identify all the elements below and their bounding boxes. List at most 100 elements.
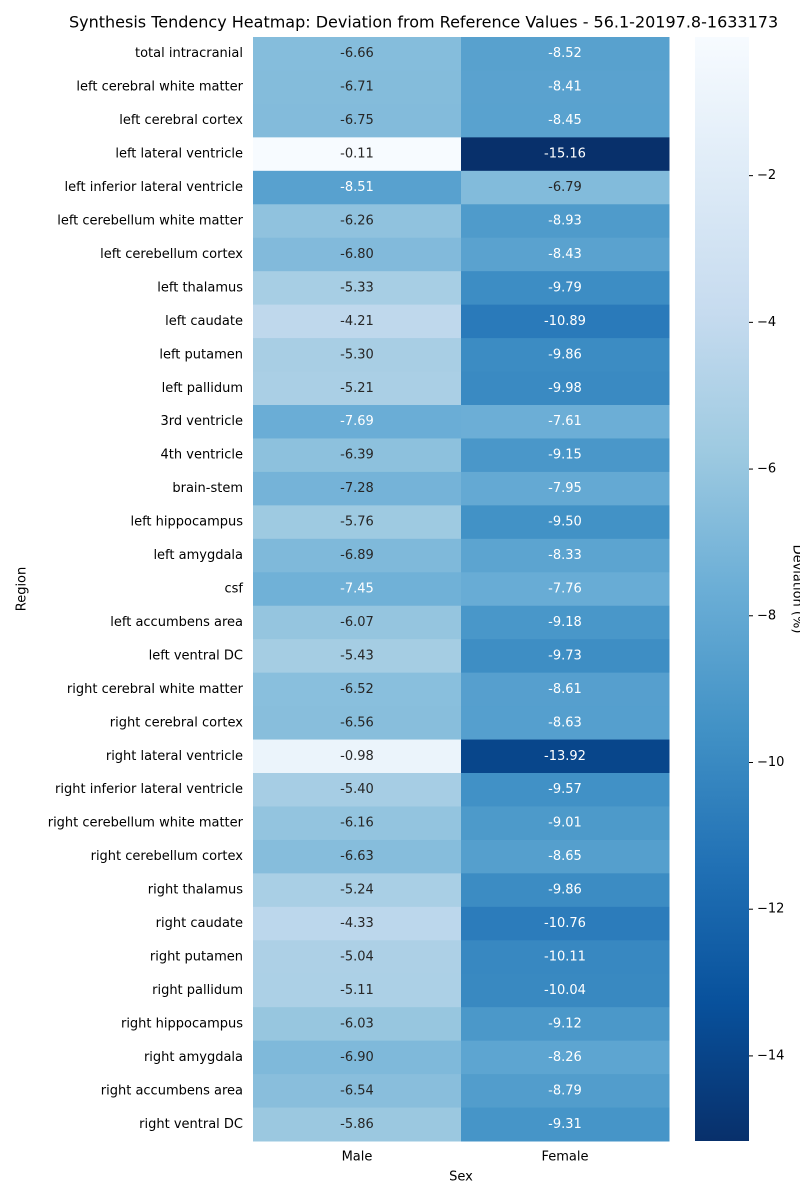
heatmap-cell (461, 338, 670, 373)
heatmap-cell (253, 471, 462, 506)
chart-title: Synthesis Tendency Heatmap: Deviation fr… (69, 13, 778, 32)
cell-value-label: -8.52 (548, 46, 582, 61)
cell-value-label: -8.43 (548, 247, 582, 262)
y-tick-label: left cerebral cortex (119, 113, 243, 128)
heatmap-cell (253, 739, 462, 774)
cell-value-label: -0.98 (340, 749, 374, 764)
cell-value-label: -5.21 (340, 381, 374, 396)
y-tick-label: left putamen (159, 347, 243, 362)
cell-value-label: -9.31 (548, 1117, 582, 1132)
heatmap-cell (461, 405, 670, 439)
heatmap-cell (461, 940, 670, 975)
cell-value-label: -8.93 (548, 214, 582, 229)
cell-value-label: -0.11 (340, 147, 374, 162)
cell-value-label: -6.56 (340, 715, 374, 730)
heatmap-cell (253, 906, 462, 941)
colorbar-tick-label: −14 (757, 1048, 784, 1063)
cell-value-label: -5.11 (340, 983, 374, 998)
heatmap-cell (253, 405, 462, 439)
heatmap-cell (461, 706, 670, 741)
heatmap-cell (461, 1040, 670, 1075)
cell-value-label: -8.45 (548, 113, 582, 128)
cell-value-label: -5.30 (340, 347, 374, 362)
cell-value-label: -6.89 (340, 548, 374, 563)
cell-value-label: -8.41 (548, 80, 582, 95)
cell-value-label: -5.76 (340, 515, 374, 530)
y-tick-label: right putamen (150, 950, 243, 965)
heatmap-cell (253, 505, 462, 540)
heatmap-cell (461, 371, 670, 406)
cell-value-label: -4.33 (340, 916, 374, 931)
cell-value-label: -5.40 (340, 782, 374, 797)
cell-value-label: -6.79 (548, 180, 582, 195)
heatmap-cell (461, 471, 670, 506)
heatmap-cell (253, 940, 462, 975)
cell-value-label: -9.50 (548, 515, 582, 530)
cell-value-label: -6.80 (340, 247, 374, 262)
heatmap-cell (253, 137, 462, 172)
cell-value-label: -8.61 (548, 682, 582, 697)
y-tick-label: left accumbens area (110, 615, 243, 630)
y-tick-label: right hippocampus (121, 1016, 243, 1031)
cell-value-label: -6.71 (340, 80, 374, 95)
cell-value-label: -8.51 (340, 180, 374, 195)
x-tick-label: Male (342, 1150, 373, 1165)
cell-value-label: -6.63 (340, 849, 374, 864)
heatmap-cell (461, 70, 670, 105)
heatmap-cell (253, 806, 462, 841)
cell-value-label: -5.43 (340, 648, 374, 663)
cell-value-label: -7.95 (548, 481, 582, 496)
y-tick-label: total intracranial (135, 46, 243, 61)
y-tick-label: brain-stem (172, 481, 243, 496)
heatmap-cell (253, 204, 462, 239)
heatmap-cell (253, 37, 462, 71)
y-tick-label: right cerebellum white matter (48, 816, 244, 831)
heatmap-cell (253, 672, 462, 707)
colorbar-tick-label: −10 (757, 755, 784, 770)
heatmap-cell (253, 605, 462, 640)
heatmap-cell (253, 873, 462, 908)
heatmap-cell (461, 103, 670, 138)
heatmap-cell (461, 839, 670, 874)
cell-value-label: -8.26 (548, 1050, 582, 1065)
heatmap-cell (461, 1074, 670, 1109)
colorbar-label: Deviation (%) (790, 545, 800, 634)
cell-value-label: -9.98 (548, 381, 582, 396)
colorbar-tick-label: −12 (757, 902, 784, 917)
cell-value-label: -9.57 (548, 782, 582, 797)
cell-value-label: -8.65 (548, 849, 582, 864)
y-tick-label: left inferior lateral ventricle (65, 180, 243, 195)
heatmap-cell (461, 538, 670, 573)
y-tick-label: left ventral DC (149, 648, 243, 663)
heatmap-cell (461, 271, 670, 306)
y-tick-label: right thalamus (148, 883, 243, 898)
heatmap-cell (253, 538, 462, 573)
cell-value-label: -7.61 (548, 414, 582, 429)
y-tick-label: left amygdala (153, 548, 243, 563)
y-tick-label: left pallidum (162, 381, 243, 396)
heatmap-cell (461, 973, 670, 1008)
heatmap-cell (461, 438, 670, 473)
colorbar-tick-label: −6 (757, 462, 776, 477)
heatmap-cell (253, 773, 462, 807)
heatmap-cell (461, 605, 670, 640)
x-tick-label: Female (541, 1150, 588, 1165)
cell-value-label: -9.18 (548, 615, 582, 630)
heatmap-cell (461, 505, 670, 540)
y-tick-label: left hippocampus (130, 515, 243, 530)
colorbar-tick-label: −8 (757, 608, 776, 623)
heatmap-cell (253, 572, 462, 607)
cell-value-label: -8.79 (548, 1083, 582, 1098)
cell-value-label: -10.76 (544, 916, 586, 931)
cell-value-label: -15.16 (544, 147, 586, 162)
heatmap-cell (461, 1007, 670, 1042)
heatmap-cell (253, 1040, 462, 1075)
x-axis-label: Sex (449, 1170, 473, 1185)
y-tick-label: 4th ventricle (161, 448, 243, 463)
y-tick-label: left cerebral white matter (76, 80, 243, 95)
cell-value-label: -10.04 (544, 983, 586, 998)
heatmap-cell (253, 237, 462, 272)
y-tick-label: left cerebellum cortex (100, 247, 243, 262)
y-tick-label: right cerebellum cortex (91, 849, 244, 864)
